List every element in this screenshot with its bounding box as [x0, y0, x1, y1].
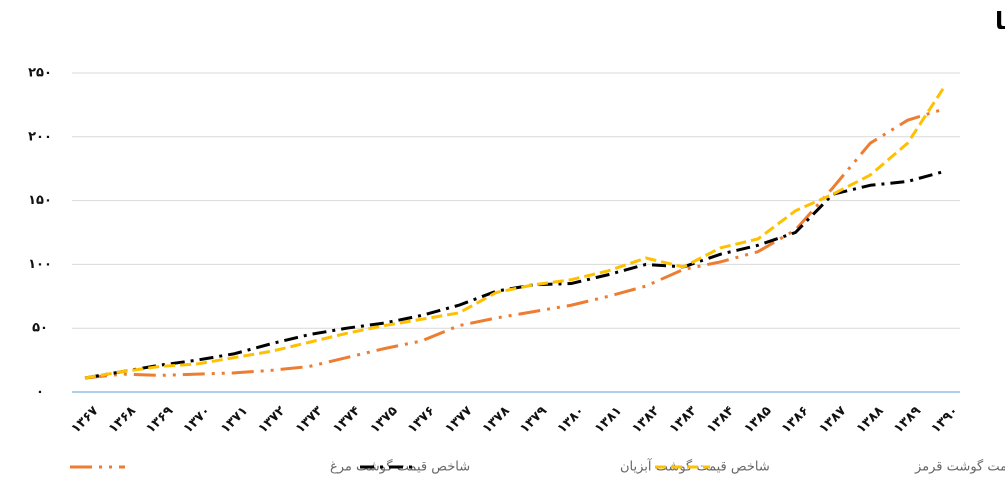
y-tick-label: ۱۰۰: [28, 257, 52, 272]
x-tick-label: ۱۳۷۵: [368, 403, 401, 436]
x-tick-label: ۱۳۷۸: [480, 403, 513, 436]
x-tick-label: ۱۳۸۶: [779, 403, 812, 436]
x-tick-label: ۱۳۹۰: [928, 403, 961, 436]
x-tick-label: ۱۳۸۱: [592, 403, 625, 436]
y-tick-label: ۵۰: [32, 321, 48, 336]
series-line: [84, 84, 947, 380]
x-tick-label: ۱۳۶۷: [68, 403, 101, 436]
x-tick-label: ۱۳۷۱: [218, 403, 251, 436]
y-tick-label: ۲۰۰: [28, 129, 52, 144]
y-tick-label: ۰: [36, 385, 44, 400]
x-tick-label: ۱۳۷۴: [330, 403, 363, 436]
x-tick-label: ۱۳۸۷: [816, 403, 849, 436]
chart-title: پیوست‌ها: [995, 7, 1005, 35]
x-tick-label: ۱۳۸۵: [742, 403, 775, 436]
x-tick-label: ۱۳۶۹: [143, 403, 176, 436]
x-tick-label: ۱۳۸۰: [555, 403, 588, 436]
x-tick-label: ۱۳۷۶: [405, 403, 438, 436]
series-line: [84, 107, 946, 380]
x-tick-label: ۱۳۷۷: [442, 403, 475, 436]
x-tick-label: ۱۳۷۳: [293, 403, 326, 436]
x-tick-label: ۱۳۸۳: [667, 403, 700, 436]
x-tick-label: ۱۳۸۴: [704, 403, 737, 436]
y-tick-label: ۱۵۰: [28, 193, 52, 208]
x-tick-label: ۱۳۸۲: [629, 403, 662, 436]
x-tick-label: ۱۳۸۸: [854, 403, 887, 436]
x-tick-label: ۱۳۸۹: [891, 403, 924, 436]
x-tick-label: ۱۳۷۹: [517, 403, 550, 436]
series-line: [84, 169, 946, 380]
x-tick-label: ۱۳۷۲: [255, 403, 288, 436]
legend-label: شاخص قیمت گوشت قرمز: [914, 459, 1005, 475]
x-tick-label: ۱۳۷۰: [181, 403, 214, 436]
x-tick-label: ۱۳۶۸: [106, 403, 139, 436]
y-tick-label: ۲۵۰: [28, 66, 52, 81]
